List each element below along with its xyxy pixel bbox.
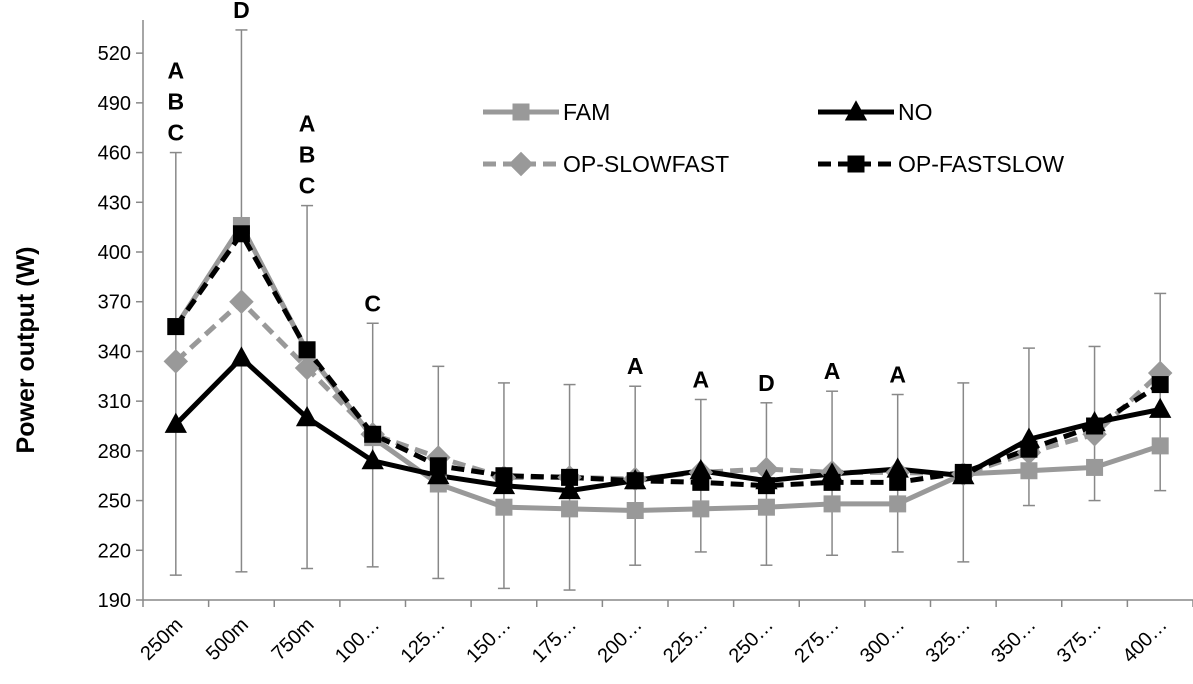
x-tick-label: 275…	[790, 614, 843, 667]
data-point-op-fastslow	[1151, 376, 1169, 394]
data-point-fam	[1086, 458, 1104, 476]
x-tick-label: 375…	[1053, 614, 1106, 667]
error-bars	[169, 29, 1167, 591]
data-point-op-slowfast	[229, 289, 254, 314]
data-point-no	[164, 412, 187, 433]
data-point-op-fastslow	[757, 477, 775, 495]
series-line-no	[174, 355, 1161, 494]
x-tick-label: 250…	[725, 614, 778, 667]
series-line-op-fastslow	[173, 231, 1162, 489]
significance-label: A	[627, 353, 644, 379]
legend-swatch-marker	[844, 100, 868, 121]
legend: FAM NO OP-SLOWFAST OP-FASTSLOW	[483, 99, 1064, 177]
data-point-fam	[757, 498, 775, 516]
data-point-op-fastslow	[626, 472, 644, 490]
data-point-op-slowfast	[163, 349, 189, 374]
data-point-fam	[1151, 437, 1169, 455]
data-point-no	[886, 457, 909, 478]
y-tick-label: 250	[98, 491, 131, 513]
y-tick-label: 520	[98, 43, 131, 65]
y-tick-label: 280	[98, 441, 131, 463]
axes: 190 220 250 280 310 340 370 400 430 460 490 520 250m…	[98, 20, 1193, 667]
y-tick-label: 340	[98, 341, 131, 363]
legend-swatch-marker	[508, 151, 534, 177]
data-point-op-fastslow	[364, 425, 382, 443]
data-point-no	[361, 449, 384, 470]
significance-label: B	[299, 142, 316, 168]
data-point-fam	[823, 495, 841, 513]
data-point-op-fastslow	[692, 473, 710, 491]
data-point-op-fastslow	[1086, 417, 1104, 435]
significance-label: A	[824, 358, 841, 384]
significance-label: D	[758, 370, 775, 396]
significance-label: A	[168, 58, 185, 84]
series-markers	[163, 216, 1173, 520]
data-point-fam	[1020, 462, 1038, 480]
data-point-fam	[692, 500, 710, 518]
significance-label: A	[693, 366, 710, 392]
x-tick-label: 400…	[1118, 614, 1171, 667]
significance-label: B	[168, 89, 185, 115]
data-point-op-fastslow	[1020, 440, 1038, 458]
data-point-no	[230, 346, 253, 367]
significance-label: C	[364, 290, 381, 316]
data-point-op-fastslow	[561, 468, 579, 486]
data-point-fam	[889, 495, 907, 513]
data-point-op-fastslow	[889, 473, 907, 491]
x-tick-label: 500m	[202, 614, 253, 665]
y-tick-label: 310	[98, 391, 131, 413]
x-tick-label: 750m	[268, 614, 319, 665]
legend-label: FAM	[563, 99, 610, 125]
data-point-op-fastslow	[823, 473, 841, 491]
x-tick-label: 150…	[462, 614, 515, 667]
x-tick-label: 250m	[136, 614, 187, 665]
data-point-fam	[495, 498, 513, 516]
significance-label: C	[168, 120, 185, 146]
data-point-fam	[561, 500, 579, 518]
data-point-op-fastslow	[298, 341, 316, 359]
y-tick-label: 490	[98, 93, 131, 115]
data-point-op-fastslow	[429, 457, 447, 475]
legend-label: OP-FASTSLOW	[898, 151, 1064, 177]
significance-label: A	[299, 111, 316, 137]
y-tick-label: 220	[98, 540, 131, 562]
data-point-op-fastslow	[167, 318, 185, 336]
significance-label: D	[233, 0, 250, 23]
x-tick-label: 100…	[331, 614, 384, 667]
significance-label: C	[299, 173, 316, 199]
y-tick-label: 400	[98, 242, 131, 264]
y-tick-label: 460	[98, 143, 131, 165]
data-point-op-fastslow	[232, 225, 250, 243]
data-point-op-slowfast	[294, 355, 320, 381]
data-point-fam	[626, 502, 644, 520]
series-lines	[173, 222, 1162, 514]
x-tick-label: 175…	[528, 614, 581, 667]
y-axis-label: Power output (W)	[12, 247, 40, 454]
data-point-no	[295, 405, 319, 427]
x-tick-label: 225…	[659, 614, 712, 667]
annotations: ABCACDABCCAADAA	[168, 0, 907, 396]
x-tick-label: 300…	[856, 614, 909, 667]
legend-swatch-marker	[512, 103, 530, 121]
x-tick-label: 125…	[397, 614, 450, 667]
y-tick-label: 370	[98, 292, 131, 314]
data-point-no	[1149, 397, 1172, 418]
legend-label: NO	[898, 99, 933, 125]
legend-swatch-marker	[847, 155, 865, 173]
y-tick-label: 430	[98, 192, 131, 214]
x-tick-label: 350…	[987, 614, 1040, 667]
data-point-op-fastslow	[954, 463, 972, 481]
y-tick-label: 190	[98, 590, 131, 612]
x-tick-label: 200…	[593, 614, 646, 667]
data-point-no	[558, 478, 581, 500]
significance-label: A	[889, 362, 906, 388]
x-tick-label: 325…	[922, 614, 975, 667]
legend-label: OP-SLOWFAST	[563, 151, 729, 177]
data-point-op-fastslow	[495, 467, 513, 485]
